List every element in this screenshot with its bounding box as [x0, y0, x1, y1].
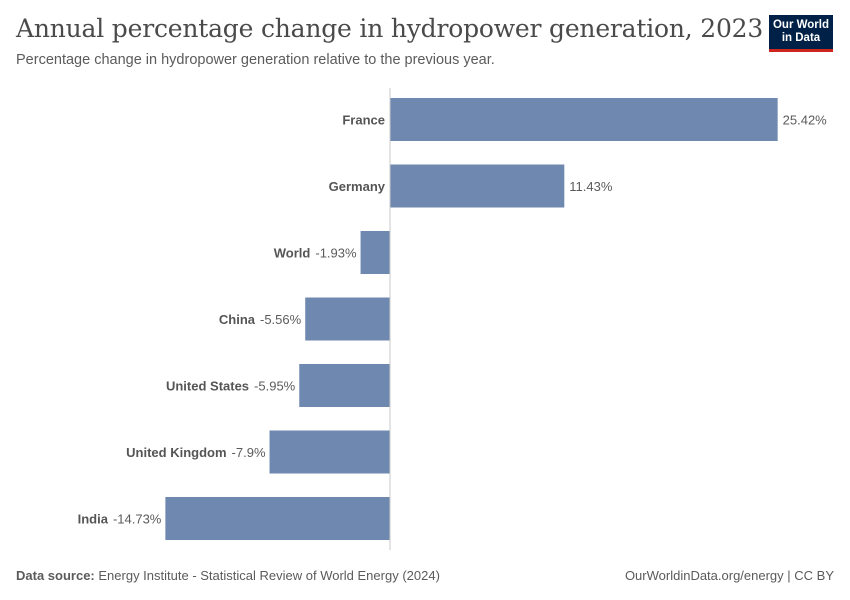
value-label-world: -1.93%	[315, 246, 357, 261]
bar-world[interactable]	[360, 231, 390, 274]
category-label-world: World	[274, 246, 311, 261]
bar-chart: France 25.42% Germany 11.43% -1.93% World -5.5…	[78, 88, 828, 550]
bar-china[interactable]	[305, 297, 390, 341]
logo-line-2: in Data	[781, 32, 821, 44]
bar-germany[interactable]	[390, 164, 565, 208]
data-source-label: Data source:	[16, 568, 95, 583]
value-label-france: 25.42%	[783, 113, 828, 128]
value-label-germany: 11.43%	[569, 179, 613, 194]
bar-india[interactable]	[165, 497, 390, 540]
category-label-china: China	[219, 312, 256, 327]
bar-france[interactable]	[390, 98, 778, 141]
data-source-text[interactable]: Energy Institute - Statistical Review of…	[98, 568, 440, 583]
bar-united-states[interactable]	[299, 364, 390, 407]
data-source: Data source: Energy Institute - Statisti…	[16, 568, 440, 583]
value-label-united-kingdom: -7.9%	[232, 445, 266, 460]
logo-line-1: Our World	[772, 19, 829, 31]
category-label-united-states: United States	[166, 379, 249, 394]
category-label-germany: Germany	[329, 179, 386, 194]
bar-united-kingdom[interactable]	[269, 430, 390, 474]
value-label-united-states: -5.95%	[254, 379, 296, 394]
chart-subtitle: Percentage change in hydropower generati…	[16, 52, 495, 68]
category-label-france: France	[342, 113, 385, 128]
value-label-india: -14.73%	[113, 512, 162, 527]
category-label-india: India	[78, 512, 109, 527]
chart-title: Annual percentage change in hydropower g…	[16, 14, 764, 43]
value-label-china: -5.56%	[260, 312, 302, 327]
credit-link[interactable]: OurWorldinData.org/energy | CC BY	[624, 568, 834, 583]
owid-logo[interactable]: Our World in Data	[769, 15, 833, 52]
category-label-united-kingdom: United Kingdom	[126, 445, 226, 460]
